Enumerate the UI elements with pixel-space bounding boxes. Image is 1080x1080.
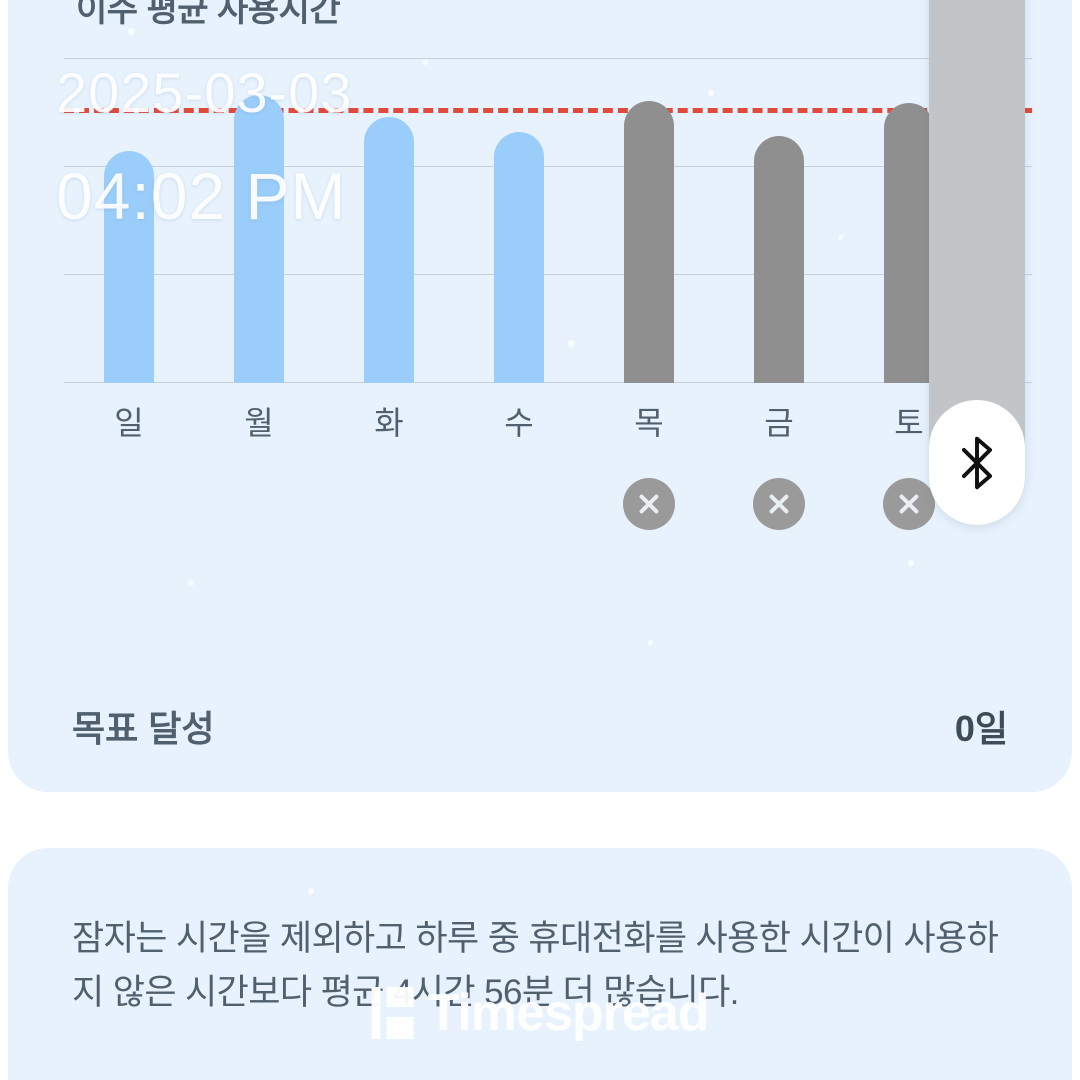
goal-label: 목표 달성: [72, 708, 215, 749]
remove-icon-sat[interactable]: [883, 478, 935, 530]
usage-chart-card: 이주 평균 사용시간 16시간 12시간 8시간: [8, 0, 1072, 792]
gridline-baseline: [64, 382, 1032, 383]
bluetooth-slider-thumb[interactable]: [929, 400, 1025, 525]
bar-sat[interactable]: [884, 103, 934, 383]
remove-button-row: [64, 478, 1032, 534]
day-label-thu: 목: [634, 405, 664, 441]
gridline-12: [64, 166, 1032, 167]
bar-slot-sat[interactable]: [854, 58, 964, 383]
page-title: 이주 평균 사용시간: [76, 0, 341, 29]
summary-text: 잠자는 시간을 제외하고 하루 중 휴대전화를 사용한 시간이 사용하지 않은 …: [72, 919, 999, 1013]
gridline-8: [64, 274, 1032, 275]
bar-group: [64, 58, 1032, 383]
bar-slot-thu[interactable]: [594, 58, 704, 383]
summary-description-card: 잠자는 시간을 제외하고 하루 중 휴대전화를 사용한 시간이 사용하지 않은 …: [8, 848, 1072, 1080]
day-label-sat: 토: [894, 405, 924, 441]
bar-slot-wed[interactable]: [464, 58, 574, 383]
bar-thu[interactable]: [624, 101, 674, 383]
chart-plot-area: 16시간 12시간 8시간: [64, 58, 1032, 383]
gridline-16: [64, 58, 1032, 59]
goal-value: 0일: [954, 708, 1008, 749]
day-label-tue: 화: [374, 405, 404, 441]
bar-slot-sun[interactable]: [74, 58, 184, 383]
day-label-mon: 월: [244, 405, 274, 441]
bar-mon[interactable]: [234, 95, 284, 383]
bar-wed[interactable]: [494, 132, 544, 383]
remove-icon-fri[interactable]: [753, 478, 805, 530]
goal-achievement-row: 목표 달성 0일: [72, 700, 1008, 752]
bar-tue[interactable]: [364, 117, 414, 383]
goal-threshold-line: [64, 108, 1032, 113]
chart-x-axis-labels: 일 월 화 수 목 금 토: [64, 398, 1032, 446]
bluetooth-slider[interactable]: [929, 0, 1025, 525]
bar-slot-fri[interactable]: [724, 58, 834, 383]
day-label-sun: 일: [114, 405, 144, 441]
bar-slot-tue[interactable]: [334, 58, 444, 383]
day-label-wed: 수: [504, 405, 534, 441]
day-label-fri: 금: [764, 405, 794, 441]
bar-fri[interactable]: [754, 136, 804, 383]
remove-icon-thu[interactable]: [623, 478, 675, 530]
bar-sun[interactable]: [104, 151, 154, 383]
bluetooth-icon: [954, 435, 1000, 491]
bar-slot-mon[interactable]: [204, 58, 314, 383]
